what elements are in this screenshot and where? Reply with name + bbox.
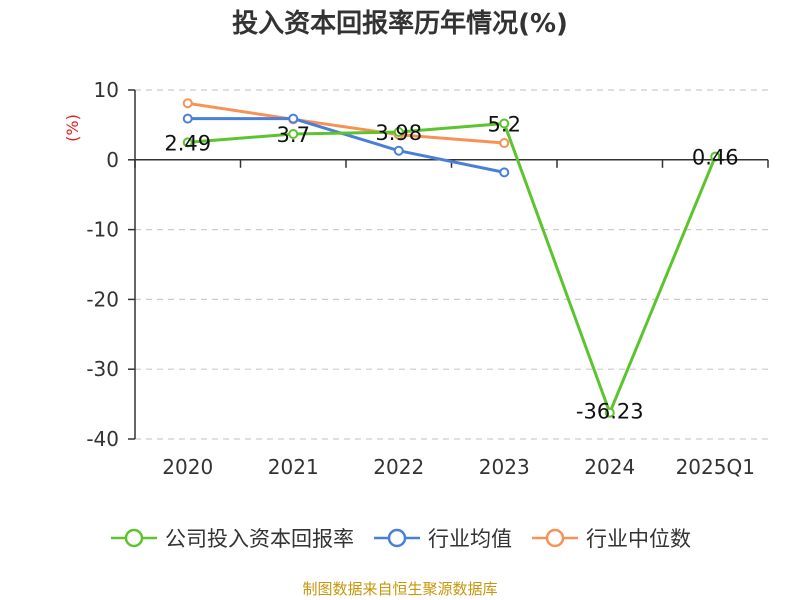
- data-point: [499, 118, 510, 129]
- legend-marker: [111, 528, 157, 548]
- series-lines: [182, 98, 721, 418]
- source-note: 制图数据来自恒生聚源数据库: [302, 580, 498, 598]
- data-point: [393, 127, 404, 138]
- data-point: [288, 128, 299, 139]
- data-point: [182, 113, 193, 124]
- legend-item: 公司投入资本回报率: [109, 523, 354, 553]
- legend-item: 行业均值: [372, 523, 512, 553]
- legend-label: 行业中位数: [586, 527, 691, 551]
- data-point: [604, 407, 615, 418]
- data-point: [288, 113, 299, 124]
- data-label: 2.49: [164, 131, 211, 155]
- series-line-1: [187, 117, 505, 174]
- grid-lines: [135, 89, 768, 440]
- data-point: [499, 167, 510, 178]
- legend-marker: [532, 528, 578, 548]
- legend-circle: [545, 528, 565, 548]
- legend-label: 公司投入资本回报率: [165, 527, 354, 551]
- data-label: 3.98: [375, 121, 422, 145]
- data-point: [182, 98, 193, 109]
- legend-label: 行业均值: [428, 527, 512, 551]
- x-tick-label: 2025Q1: [676, 455, 755, 479]
- y-tick-label: -10: [86, 218, 119, 242]
- y-tick-label: -40: [86, 427, 119, 451]
- legend-item: 行业中位数: [530, 523, 691, 553]
- legend-circle: [387, 528, 407, 548]
- series-line-2: [187, 101, 505, 145]
- y-tick-label: 0: [106, 148, 119, 172]
- data-label: 5.2: [488, 113, 521, 137]
- y-tick-label: 10: [94, 78, 119, 102]
- chart-title: 投入资本回报率历年情况(%): [232, 9, 568, 39]
- data-point: [710, 151, 721, 162]
- y-axis-label: (%): [63, 114, 82, 142]
- axes: 10 0 -10 -20 -30 -40 2020 2021 2022 2023 2024 2025Q…: [86, 78, 769, 479]
- data-label: 0.46: [692, 146, 739, 170]
- data-point: [393, 145, 404, 156]
- series-line-0: [187, 122, 717, 415]
- data-labels: 2.49 3.7 3.98 5.2 -36.23 0.46: [164, 113, 738, 424]
- x-tick-label: 2023: [479, 455, 530, 479]
- data-point: [182, 137, 193, 148]
- x-tick-label: 2022: [373, 455, 424, 479]
- data-label: -36.23: [576, 400, 644, 424]
- chart-legend: 公司投入资本回报率 行业均值 行业中位数: [0, 518, 800, 558]
- x-tick-label: 2021: [268, 455, 319, 479]
- data-point: [499, 138, 510, 149]
- data-label: 3.7: [277, 123, 310, 147]
- x-tick-label: 2024: [584, 455, 635, 479]
- y-tick-label: -30: [86, 357, 119, 381]
- x-tick-label: 2020: [162, 455, 213, 479]
- y-tick-label: -20: [86, 287, 119, 311]
- legend-circle: [124, 528, 144, 548]
- legend-marker: [374, 528, 420, 548]
